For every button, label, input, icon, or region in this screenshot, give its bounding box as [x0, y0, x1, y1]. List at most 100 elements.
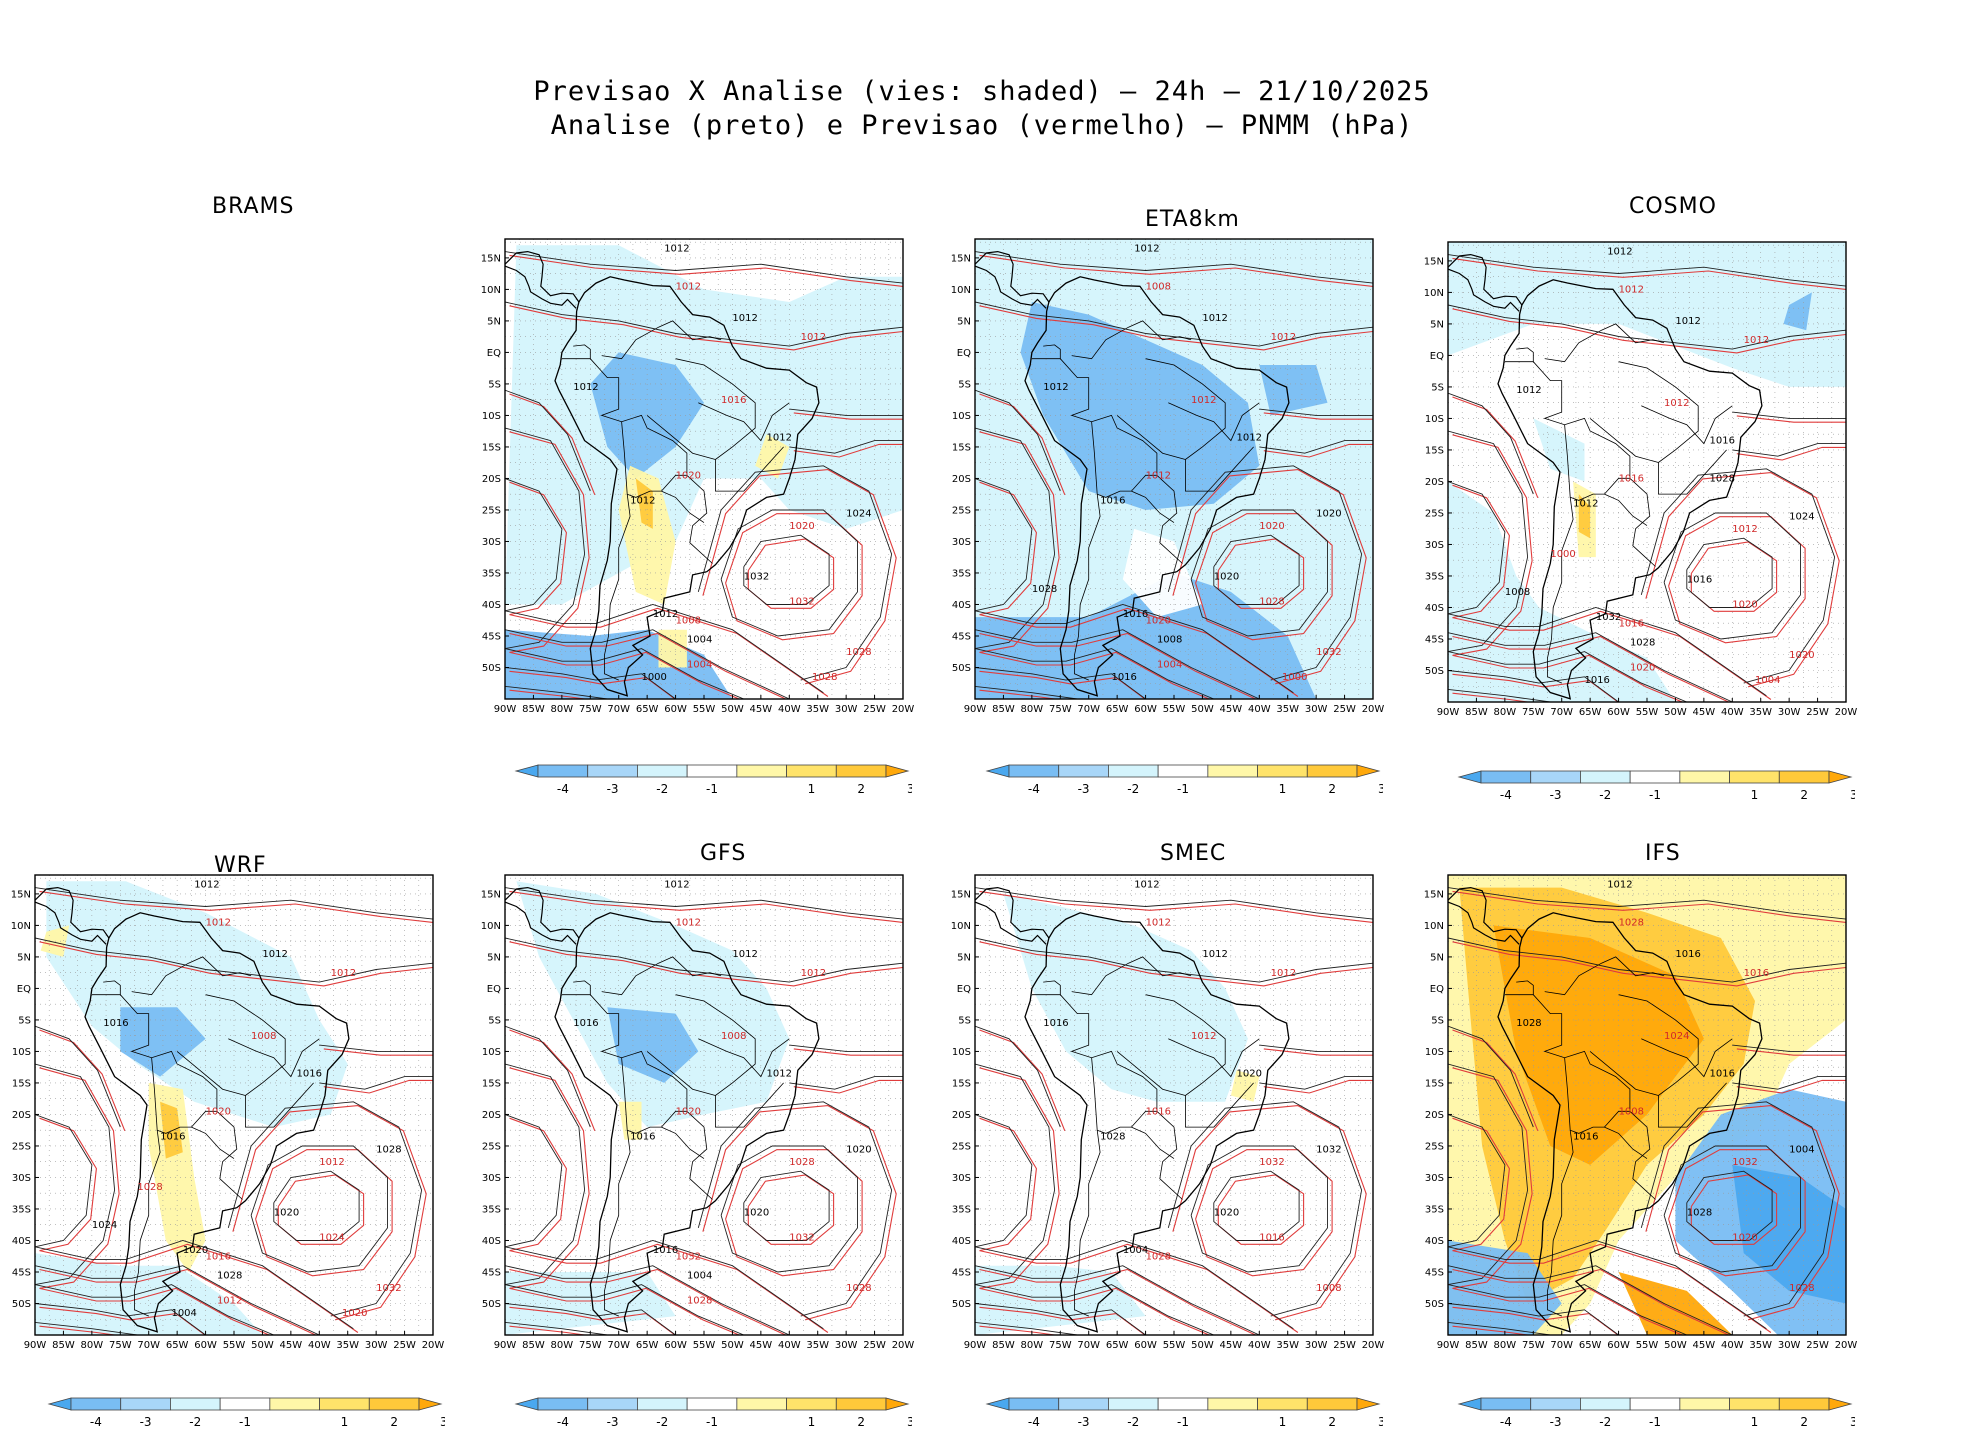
lat-tick-label: 35S [1425, 571, 1444, 582]
lon-tick-label: 70W [1550, 707, 1573, 718]
isobar-label: 1012 [1271, 332, 1296, 343]
lat-tick-label: 35S [952, 1204, 971, 1215]
lat-tick-label: 15N [951, 889, 971, 900]
colorbar-tick-label: -1 [1177, 782, 1189, 796]
coastline [1448, 886, 1523, 939]
colorbar-smec: -4-3-2-11234 [983, 1395, 1435, 1435]
isobar-label: 1032 [1596, 612, 1621, 623]
forecast-isobar [1452, 1029, 1539, 1132]
isobar-label: 1016 [1259, 1232, 1284, 1243]
forecast-isobar [509, 632, 787, 699]
isobar-label: 1032 [789, 596, 814, 607]
country-border [698, 402, 790, 442]
lat-tick-label: 10S [1425, 1047, 1444, 1058]
isobar-label: 1012 [1664, 398, 1689, 409]
analysis-isobar [505, 427, 586, 650]
bias-patch [1578, 494, 1591, 539]
analysis-isobar [505, 1284, 744, 1335]
isobar-label: 1012 [1675, 316, 1700, 327]
country-border [604, 1130, 631, 1317]
map-svg-wrf: 1012101210121012101610081016102010161012… [11, 874, 444, 1351]
colorbar-swatch [1729, 770, 1780, 784]
isobar-label: 1028 [1687, 1207, 1712, 1218]
lat-tick-label: EQ [957, 984, 971, 995]
country-border [646, 1051, 716, 1096]
analysis-isobar [975, 1265, 1260, 1335]
isobar-label: 1016 [1710, 436, 1735, 447]
analysis-isobar [1732, 1044, 1846, 1052]
forecast-isobar [509, 1067, 590, 1289]
forecast-isobar [1452, 654, 1684, 702]
analysis-isobar [1448, 937, 1846, 983]
lon-tick-label: 20W [1362, 704, 1385, 715]
lon-tick-label: 40W [1721, 707, 1744, 718]
forecast-isobar [979, 1243, 1299, 1333]
isobar-label: 1012 [319, 1157, 344, 1168]
analysis-isobar [975, 648, 1214, 699]
lat-tick-label: 10S [12, 1047, 31, 1058]
isobar-label: 1032 [676, 1251, 701, 1262]
analysis-isobar [975, 887, 1373, 920]
isobar-label: 1004 [1157, 659, 1182, 670]
country-border [1641, 1038, 1733, 1078]
coastline [505, 250, 580, 303]
isobar-label: 1028 [812, 672, 837, 683]
colorbar-tick-label: -3 [1078, 1415, 1090, 1429]
lat-tick-label: 5S [1431, 382, 1444, 393]
forecast-isobar [1195, 513, 1333, 641]
lat-tick-label: EQ [1430, 351, 1444, 362]
lon-tick-label: 20W [422, 1340, 445, 1351]
analysis-isobar [975, 389, 1061, 492]
colorbar-tick-label: 3 [907, 782, 912, 796]
forecast-isobar [979, 1268, 1257, 1335]
bias-patch [516, 881, 790, 1128]
forecast-isobar [509, 1029, 596, 1132]
analysis-isobar [975, 1240, 1294, 1330]
map-svg-eta8km: 1012100810121012101210121012101210161020… [951, 238, 1384, 715]
lon-tick-label: 80W [1021, 704, 1044, 715]
panel-label-smec: SMEC [1160, 841, 1227, 866]
forecast-isobar [1452, 692, 1532, 702]
colorbar-swatch [1008, 764, 1060, 778]
lon-tick-label: 85W [992, 704, 1015, 715]
lon-tick-label: 90W [494, 704, 517, 715]
colorbar-tick-label: 1 [808, 782, 816, 796]
lat-tick-label: 20S [1425, 477, 1444, 488]
lon-tick-label: 30W [835, 704, 858, 715]
colorbar-svg: -4-3-2-11234 [1457, 770, 1907, 802]
isobar-label: 1020 [789, 521, 814, 532]
isobar-label: 1012 [1732, 524, 1757, 535]
colorbar-tick-label: 2 [1328, 782, 1336, 796]
lon-tick-label: 20W [1835, 1340, 1858, 1351]
colorbar-svg: -4-3-2-11234 [1457, 1397, 1907, 1429]
isobar-label: 1004 [1755, 675, 1780, 686]
forecast-isobar [1736, 1048, 1846, 1056]
analysis-isobar [1190, 1145, 1328, 1273]
colorbar-tick-label: -2 [189, 1415, 201, 1429]
panel-label-cosmo: COSMO [1629, 194, 1717, 219]
forecast-isobar [39, 890, 433, 923]
isobar-label: 1000 [1550, 549, 1575, 560]
forecast-isobar [509, 1325, 589, 1335]
isobar-label: 1004 [171, 1308, 196, 1319]
country-border [1116, 1051, 1186, 1096]
country-border [1071, 956, 1192, 996]
lat-tick-label: 10N [11, 921, 31, 932]
analysis-isobar [505, 1025, 591, 1128]
analysis-isobar [975, 301, 1373, 347]
lon-tick-label: 50W [1191, 1340, 1214, 1351]
analysis-isobar [1259, 1044, 1373, 1052]
isobar-label: 1012 [767, 433, 792, 444]
colorbar-tick-label: -3 [1550, 1415, 1562, 1429]
analysis-isobar [975, 667, 1146, 699]
analysis-isobar [697, 465, 893, 681]
isobar-label: 1008 [1316, 1283, 1341, 1294]
lon-tick-label: 65W [636, 1340, 659, 1351]
country-border [601, 320, 722, 360]
colorbar-tick-label: 1 [1751, 1415, 1759, 1429]
colorbar-swatch [1828, 1397, 1853, 1411]
isobar-label: 1016 [1123, 609, 1148, 620]
isobar-label: 1012 [664, 880, 689, 891]
colorbar-swatch [1457, 1397, 1482, 1411]
analysis-isobar [1448, 1114, 1506, 1248]
